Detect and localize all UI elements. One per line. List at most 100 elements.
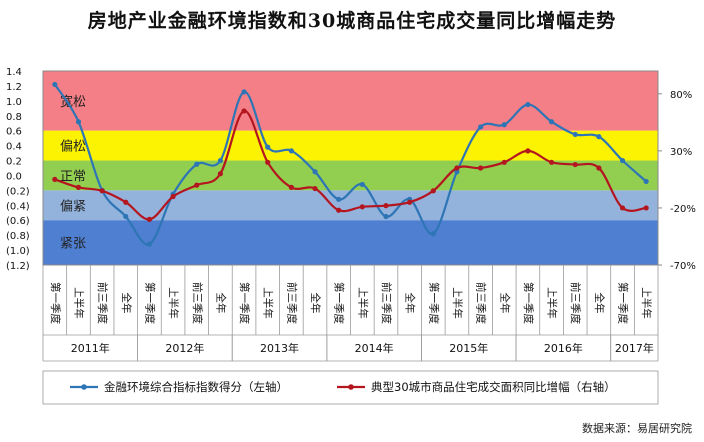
data-point (430, 231, 436, 237)
x-category-label: 第一季度 (427, 282, 440, 324)
y-left-tick-label: 0.6 (6, 127, 22, 138)
x-category-label: 前三季度 (191, 282, 204, 324)
data-point (643, 178, 649, 185)
zone-band (43, 71, 658, 131)
data-point (52, 176, 58, 183)
x-category-label: 全年 (214, 293, 227, 314)
data-point (477, 165, 484, 171)
y-left-tick-label: (0.6) (6, 216, 30, 227)
data-point (336, 196, 342, 202)
data-point (548, 159, 555, 165)
y-left-tick-label: (1.0) (6, 246, 30, 257)
zone-band (43, 130, 658, 161)
x-category-label: 第一季度 (49, 282, 62, 324)
x-category-label: 全年 (498, 293, 511, 314)
x-category-label: 第一季度 (617, 282, 630, 324)
data-point (501, 122, 507, 128)
source-note: 数据来源：易居研究院 (582, 422, 692, 435)
y-right-tick-label: -20% (670, 204, 696, 215)
data-point (430, 188, 436, 194)
y-right-tick-label: 80% (670, 90, 692, 101)
x-category-label: 第一季度 (238, 282, 251, 324)
legend-marker (81, 384, 87, 390)
data-point (265, 144, 271, 150)
data-point (454, 165, 460, 171)
data-point (123, 213, 129, 220)
x-category-label: 前三季度 (569, 282, 582, 324)
y-axis-left: 1.4 1.2 1.0 0.8 0.6 0.4 0.2 0.0 (0.2) (0.4) (0.6) (… (6, 67, 30, 272)
data-point (548, 119, 555, 125)
data-point (383, 203, 389, 209)
data-point (596, 165, 602, 171)
x-axis-categories: 第一季度 上半年 前三季度 全年 第一季度 上半年 前三季度 全年 第一季度 上半年 前三季度 全年第… (42, 265, 659, 335)
y-left-tick-label: 0.4 (6, 142, 22, 153)
data-point (170, 193, 176, 200)
y-left-tick-label: 1.2 (6, 82, 22, 93)
data-point (217, 171, 224, 177)
x-category-label: 上半年 (640, 287, 653, 319)
x-category-label: 前三季度 (285, 282, 298, 324)
x-category-label: 第一季度 (143, 282, 156, 324)
data-point (241, 89, 247, 95)
series-line (54, 109, 647, 221)
chart-title: 房地产业金融环境指数和30城商品住宅成交量同比增幅走势 (87, 10, 617, 32)
x-category-label: 前三季度 (475, 282, 488, 324)
zone-band (43, 160, 658, 191)
zone-bands (43, 71, 658, 265)
y-left-tick-label: 1.4 (6, 67, 22, 78)
year-label: 2016年 (544, 341, 583, 355)
x-category-label: 上半年 (72, 287, 85, 319)
data-point (336, 207, 342, 213)
x-category-label: 上半年 (356, 287, 369, 319)
y-left-tick-label: (1.2) (6, 261, 30, 272)
y-right-tick-label: 30% (670, 147, 692, 158)
x-category-label: 全年 (404, 293, 417, 314)
x-category-label: 前三季度 (96, 282, 109, 324)
data-point (312, 169, 318, 175)
data-point (217, 157, 224, 164)
data-point (359, 181, 365, 188)
data-point (241, 108, 247, 114)
data-point (619, 205, 626, 211)
data-point (312, 185, 318, 192)
data-point (525, 101, 531, 108)
year-label: 2017年 (615, 341, 654, 355)
data-point (407, 199, 413, 205)
y-axis-right: 80% 30% -20% -70% (658, 90, 696, 272)
data-point (572, 161, 578, 168)
data-point (52, 81, 58, 88)
data-point (501, 159, 507, 165)
data-point (99, 188, 105, 194)
x-axis-years: 2011年 2012年 2013年 2014年 2015年 2016年 2017年 (42, 334, 659, 362)
y-left-tick-label: (0.4) (6, 201, 30, 212)
x-category-label: 第一季度 (333, 282, 346, 324)
series-lines (52, 81, 649, 247)
data-point (477, 124, 484, 130)
data-point (643, 205, 649, 211)
zone-band (43, 190, 658, 221)
data-point (123, 199, 129, 205)
x-category-label: 全年 (120, 293, 133, 314)
x-category-label: 上半年 (167, 287, 180, 319)
x-category-label: 上半年 (451, 287, 464, 319)
year-label: 2012年 (165, 341, 204, 355)
data-point (75, 184, 82, 190)
data-point (146, 216, 153, 222)
y-left-tick-label: 0.8 (6, 112, 22, 123)
zone-label: 紧张 (60, 237, 86, 252)
legend-marker (348, 384, 354, 390)
y-left-tick-label: 0.0 (6, 171, 22, 182)
y-left-tick-label: 1.0 (6, 97, 22, 108)
year-label: 2013年 (260, 341, 299, 355)
data-point (194, 161, 200, 167)
zone-band (43, 220, 658, 265)
year-label: 2011年 (71, 341, 110, 355)
legend: 金融环境综合指标指数得分（左轴） 典型30城市商品住宅成交面积同比增幅（右轴） (42, 370, 659, 405)
x-category-label: 全年 (593, 293, 606, 314)
data-point (359, 204, 365, 210)
x-category-label: 全年 (309, 293, 322, 314)
year-label: 2015年 (449, 341, 488, 355)
legend-label: 典型30城市商品住宅成交面积同比增幅（右轴） (371, 380, 616, 394)
y-left-tick-label: 0.2 (6, 157, 22, 168)
